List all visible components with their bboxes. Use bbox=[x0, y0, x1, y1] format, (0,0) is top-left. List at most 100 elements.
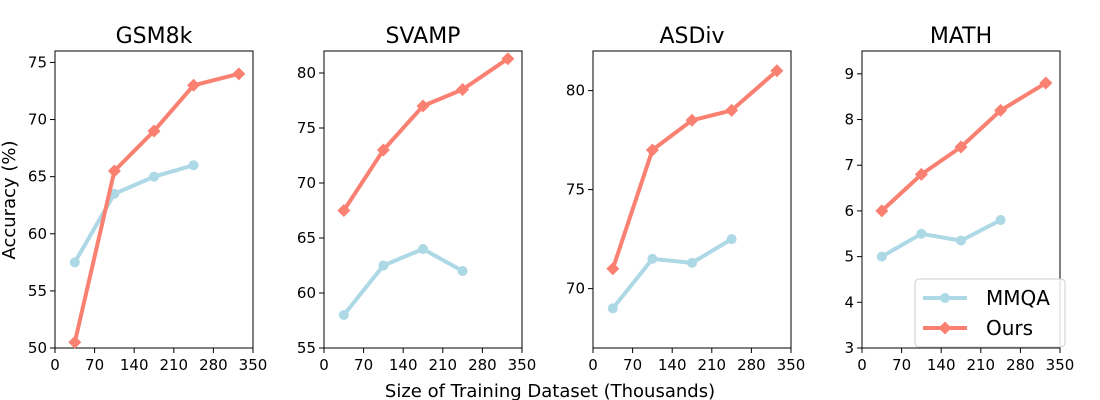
y-tick-label: 8 bbox=[844, 111, 854, 129]
data-point-mmqa bbox=[726, 234, 737, 245]
data-point-ours bbox=[1039, 76, 1053, 90]
data-point-ours bbox=[187, 78, 201, 92]
series-line-mmqa bbox=[341, 247, 465, 317]
x-tick-label: 0 bbox=[588, 356, 598, 374]
y-tick-label: 65 bbox=[297, 229, 316, 247]
x-tick-label: 350 bbox=[1046, 356, 1075, 374]
data-point-ours bbox=[770, 64, 784, 78]
data-point-ours bbox=[232, 67, 246, 81]
y-tick-label: 75 bbox=[566, 181, 585, 199]
y-tick-label: 75 bbox=[28, 53, 47, 71]
x-tick-label: 0 bbox=[50, 356, 60, 374]
x-tick-label: 350 bbox=[239, 356, 268, 374]
data-point-ours bbox=[337, 204, 351, 217]
data-point-ours bbox=[725, 103, 739, 117]
y-tick-label: 60 bbox=[28, 225, 47, 243]
y-tick-label: 50 bbox=[28, 339, 47, 357]
y-tick-label: 65 bbox=[28, 168, 47, 186]
x-tick-label: 70 bbox=[623, 356, 642, 374]
data-point-mmqa bbox=[418, 244, 428, 254]
data-point-ours bbox=[914, 167, 928, 181]
panel-asdiv: ASDiv 0 70 140 210 280 350 70 75 80 bbox=[566, 24, 805, 374]
panel-title: MATH bbox=[930, 24, 992, 49]
data-point-ours bbox=[456, 83, 470, 96]
x-tick-label: 280 bbox=[199, 356, 228, 374]
data-point-mmqa bbox=[876, 251, 887, 262]
data-point-ours bbox=[994, 103, 1008, 117]
y-tick-label: 9 bbox=[844, 65, 854, 83]
data-point-ours bbox=[147, 124, 161, 138]
data-point-ours bbox=[645, 143, 659, 157]
y-tick-label: 6 bbox=[844, 202, 854, 220]
data-point-ours bbox=[606, 262, 620, 276]
x-tick-label: 210 bbox=[428, 356, 457, 374]
data-point-mmqa bbox=[647, 253, 658, 264]
x-tick-label: 350 bbox=[777, 356, 806, 374]
x-tick-label: 280 bbox=[468, 356, 497, 374]
x-tick-label: 210 bbox=[966, 356, 995, 374]
legend-ours-marker bbox=[938, 321, 952, 335]
x-tick-label: 210 bbox=[159, 356, 188, 374]
panel-title: GSM8k bbox=[116, 24, 193, 49]
legend: MMQA Ours bbox=[914, 278, 1066, 348]
x-tick-label: 140 bbox=[389, 356, 418, 374]
data-point-mmqa bbox=[338, 310, 349, 320]
x-tick-label: 280 bbox=[737, 356, 766, 374]
data-point-ours bbox=[685, 113, 699, 127]
data-point-mmqa bbox=[109, 188, 120, 199]
plot-frame bbox=[861, 50, 1061, 349]
x-tick-label: 140 bbox=[120, 356, 149, 374]
data-point-mmqa bbox=[149, 171, 159, 182]
series-line-mmqa bbox=[610, 237, 734, 311]
y-tick-label: 7 bbox=[844, 156, 854, 174]
x-tick-label: 350 bbox=[508, 356, 537, 374]
x-tick-label: 70 bbox=[892, 356, 911, 374]
legend-mmqa-marker bbox=[940, 293, 950, 303]
panel-title: SVAMP bbox=[386, 24, 461, 49]
data-point-ours bbox=[954, 140, 968, 154]
series-line-mmqa bbox=[72, 163, 196, 265]
data-point-mmqa bbox=[457, 266, 468, 276]
data-point-mmqa bbox=[687, 257, 697, 268]
data-point-ours bbox=[68, 335, 82, 349]
data-point-ours bbox=[416, 99, 430, 113]
y-tick-label: 55 bbox=[28, 282, 47, 300]
y-tick-label: 70 bbox=[566, 280, 585, 298]
series-line-ours bbox=[610, 68, 779, 271]
x-tick-label: 70 bbox=[354, 356, 373, 374]
x-tick-label: 140 bbox=[658, 356, 687, 374]
data-point-mmqa bbox=[956, 235, 966, 246]
panel-title: ASDiv bbox=[659, 24, 724, 49]
x-axis-label: Size of Training Dataset (Thousands) bbox=[385, 381, 715, 400]
y-tick-label: 60 bbox=[297, 284, 316, 302]
series-line-ours bbox=[341, 56, 510, 213]
panel-svamp: SVAMP 0 70 140 210 280 350 55 60 65 70 75 80 bbox=[297, 24, 536, 374]
x-tick-label: 0 bbox=[319, 356, 329, 374]
data-point-ours bbox=[107, 164, 121, 178]
y-tick-label: 55 bbox=[297, 339, 316, 357]
x-tick-label: 210 bbox=[697, 356, 726, 374]
legend-mmqa-label: MMQA bbox=[986, 286, 1050, 310]
y-tick-label: 5 bbox=[844, 248, 854, 266]
data-point-mmqa bbox=[69, 257, 80, 268]
data-point-mmqa bbox=[188, 160, 199, 171]
y-tick-label: 4 bbox=[844, 293, 854, 311]
y-axis-label: Accuracy (%) bbox=[0, 140, 20, 259]
x-tick-label: 0 bbox=[857, 356, 867, 374]
series-line-ours bbox=[72, 71, 241, 345]
plot-frame bbox=[592, 50, 792, 349]
data-point-ours bbox=[875, 204, 889, 218]
y-tick-label: 70 bbox=[297, 174, 316, 192]
x-tick-label: 140 bbox=[927, 356, 956, 374]
data-point-ours bbox=[501, 52, 515, 66]
y-tick-label: 80 bbox=[566, 82, 585, 100]
plot-frame bbox=[323, 50, 523, 349]
plot-frame bbox=[54, 50, 254, 349]
data-point-ours bbox=[376, 143, 390, 157]
series-line-mmqa bbox=[879, 218, 1003, 259]
data-point-mmqa bbox=[995, 215, 1006, 226]
x-tick-label: 70 bbox=[85, 356, 104, 374]
panel-gsm8k: GSM8k 0 70 140 210 280 350 50 55 60 65 70 75 bbox=[28, 24, 267, 374]
